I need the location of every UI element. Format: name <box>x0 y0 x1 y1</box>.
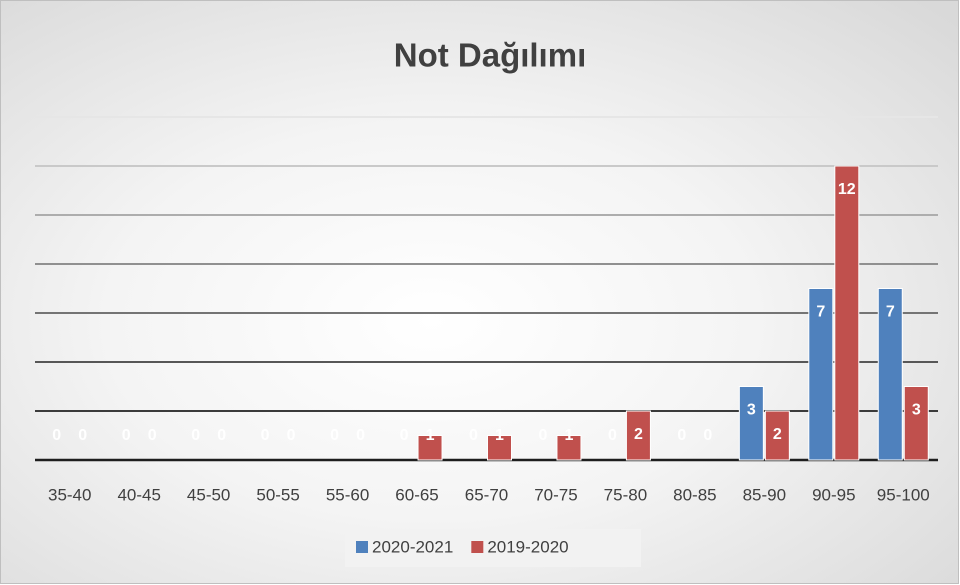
legend-swatch <box>356 541 368 553</box>
bars: 35-400 040-450 045-500 050-550 055-600 060-65… <box>48 165 930 504</box>
x-tick-label: 35-40 <box>48 485 91 504</box>
data-label: 1 <box>565 427 574 444</box>
data-label: 0 <box>122 427 131 444</box>
bar <box>625 410 651 461</box>
data-label: 0 <box>78 427 87 444</box>
legend-label: 2020-2021 <box>372 537 453 556</box>
data-label: 1 <box>495 427 504 444</box>
x-tick-label: 40-45 <box>117 485 160 504</box>
grid <box>35 116 938 462</box>
data-label: 0 <box>148 427 157 444</box>
x-tick-label: 80-85 <box>673 485 716 504</box>
legend-label: 2019-2020 <box>487 537 568 556</box>
data-label: 0 <box>191 427 200 444</box>
data-label: 12 <box>838 181 856 198</box>
data-label: 0 <box>217 427 226 444</box>
data-label: 0 <box>539 427 548 444</box>
bar <box>417 435 443 461</box>
data-label: 0 <box>608 427 617 444</box>
data-label: 0 <box>330 427 339 444</box>
data-label: 0 <box>356 427 365 444</box>
data-label: 0 <box>703 427 712 444</box>
data-label: 0 <box>287 427 296 444</box>
data-label: 0 <box>261 427 270 444</box>
bar <box>903 386 929 461</box>
data-label: 7 <box>886 304 895 321</box>
data-label: 3 <box>912 402 921 419</box>
chart-title: Not Dağılımı <box>394 37 587 74</box>
x-tick-label: 65-70 <box>465 485 508 504</box>
data-label: 7 <box>816 304 825 321</box>
data-label: 0 <box>400 427 409 444</box>
x-tick-label: 70-75 <box>534 485 577 504</box>
x-tick-label: 60-65 <box>395 485 438 504</box>
x-tick-label: 85-90 <box>743 485 786 504</box>
data-label: 3 <box>747 402 756 419</box>
data-label: 2 <box>773 426 782 443</box>
legend: 2020-2021 2019-2020 <box>356 537 569 556</box>
bar <box>487 435 512 461</box>
x-tick-label: 90-95 <box>812 485 855 504</box>
x-tick-label: 75-80 <box>604 485 647 504</box>
bar <box>808 288 834 461</box>
x-tick-label: 45-50 <box>187 485 230 504</box>
legend-box <box>345 529 641 567</box>
data-label: 0 <box>52 427 61 444</box>
bar <box>764 410 790 461</box>
bar <box>877 288 903 461</box>
bar <box>738 386 764 461</box>
bar <box>556 435 582 461</box>
bar <box>834 165 860 461</box>
x-tick-label: 50-55 <box>256 485 299 504</box>
data-label: 0 <box>469 427 478 444</box>
data-label: 2 <box>634 426 643 443</box>
data-label: 1 <box>426 427 435 444</box>
x-tick-label: 55-60 <box>326 485 369 504</box>
data-label: 0 <box>677 427 686 444</box>
x-tick-label: 95-100 <box>877 485 930 504</box>
legend-swatch <box>471 541 484 553</box>
